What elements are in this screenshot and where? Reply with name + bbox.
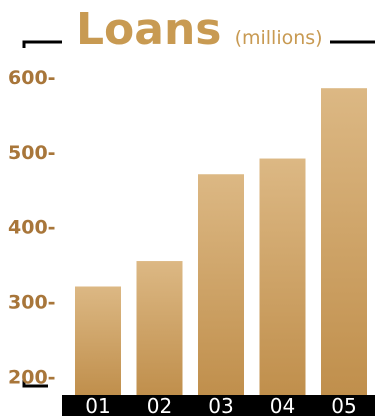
y-tick-label: 300- <box>8 291 56 313</box>
chart-title-group: Loans (millions) <box>76 4 323 55</box>
bar-02 <box>136 261 183 395</box>
bar-01 <box>75 286 121 395</box>
x-tick-label: 01 <box>85 394 110 416</box>
chart-title: Loans <box>76 4 221 55</box>
bars <box>75 88 367 395</box>
x-axis-band <box>62 395 375 416</box>
bar-03 <box>198 174 244 395</box>
y-tick-label: 600- <box>8 67 56 89</box>
y-axis-ticks: 200- 300- 400- 500- 600- <box>8 67 56 388</box>
axis-frame-left <box>22 40 62 48</box>
y-tick-label: 400- <box>8 217 56 239</box>
x-tick-label: 04 <box>270 394 295 416</box>
x-axis-ticks: 01 02 03 04 05 <box>85 394 356 416</box>
y-tick-label: 500- <box>8 142 56 164</box>
x-tick-label: 03 <box>208 394 233 416</box>
chart-subtitle: (millions) <box>235 27 323 49</box>
x-tick-label: 02 <box>147 394 172 416</box>
bar-04 <box>259 158 306 395</box>
x-tick-label: 05 <box>331 394 356 416</box>
y-tick-label: 200- <box>8 366 56 388</box>
bar-05 <box>321 88 367 395</box>
axis-frame-bottom-left <box>22 375 48 388</box>
